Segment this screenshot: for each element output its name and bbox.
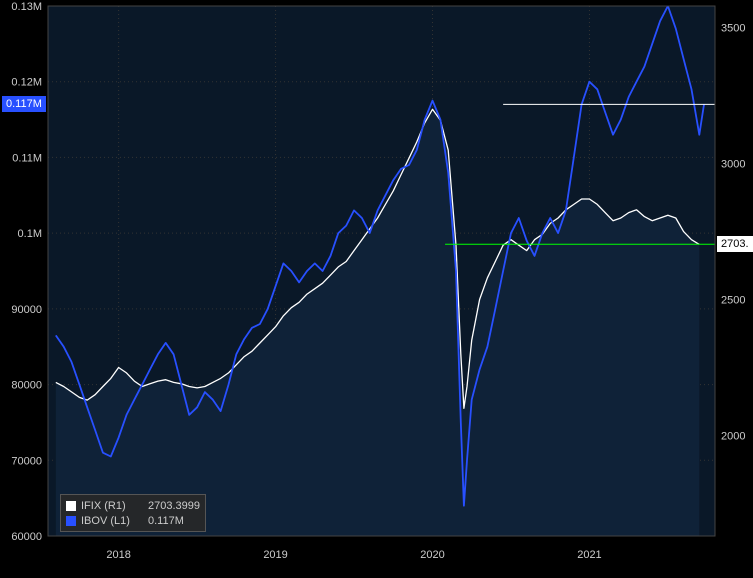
svg-text:2020: 2020 [420, 549, 444, 561]
legend-value: 2703.3999 [148, 500, 200, 512]
right-axis-current-badge: 2703. [717, 236, 753, 252]
chart-svg: 2018 2019 2020 2021 60000 70000 80000 90000 0.1M… [0, 0, 753, 578]
svg-text:2019: 2019 [263, 549, 287, 561]
svg-text:0.13M: 0.13M [11, 1, 42, 13]
svg-text:0.1M: 0.1M [18, 228, 42, 240]
legend-label: IBOV (L1) [81, 515, 143, 527]
chart-container: 2018 2019 2020 2021 60000 70000 80000 90000 0.1M… [0, 0, 753, 578]
legend-value: 0.117M [148, 515, 184, 527]
badge-right-text: 2703. [721, 238, 749, 250]
legend-swatch [66, 501, 76, 511]
svg-text:3000: 3000 [721, 159, 745, 171]
svg-text:80000: 80000 [11, 380, 42, 392]
svg-text:2021: 2021 [577, 549, 601, 561]
svg-text:2500: 2500 [721, 295, 745, 307]
svg-text:90000: 90000 [11, 304, 42, 316]
svg-text:60000: 60000 [11, 531, 42, 543]
svg-text:3500: 3500 [721, 23, 745, 35]
legend-row: IFIX (R1) 2703.3999 [66, 498, 200, 513]
svg-text:70000: 70000 [11, 455, 42, 467]
legend-row: IBOV (L1) 0.117M [66, 513, 200, 528]
legend: IFIX (R1) 2703.3999 IBOV (L1) 0.117M [60, 494, 206, 532]
legend-label: IFIX (R1) [81, 500, 143, 512]
svg-text:2000: 2000 [721, 430, 745, 442]
svg-text:0.12M: 0.12M [11, 77, 42, 89]
svg-text:0.11M: 0.11M [12, 152, 42, 164]
badge-left-text: 0.117M [6, 98, 42, 110]
legend-swatch [66, 516, 76, 526]
left-axis-current-badge: 0.117M [2, 96, 46, 112]
svg-text:2018: 2018 [106, 549, 130, 561]
